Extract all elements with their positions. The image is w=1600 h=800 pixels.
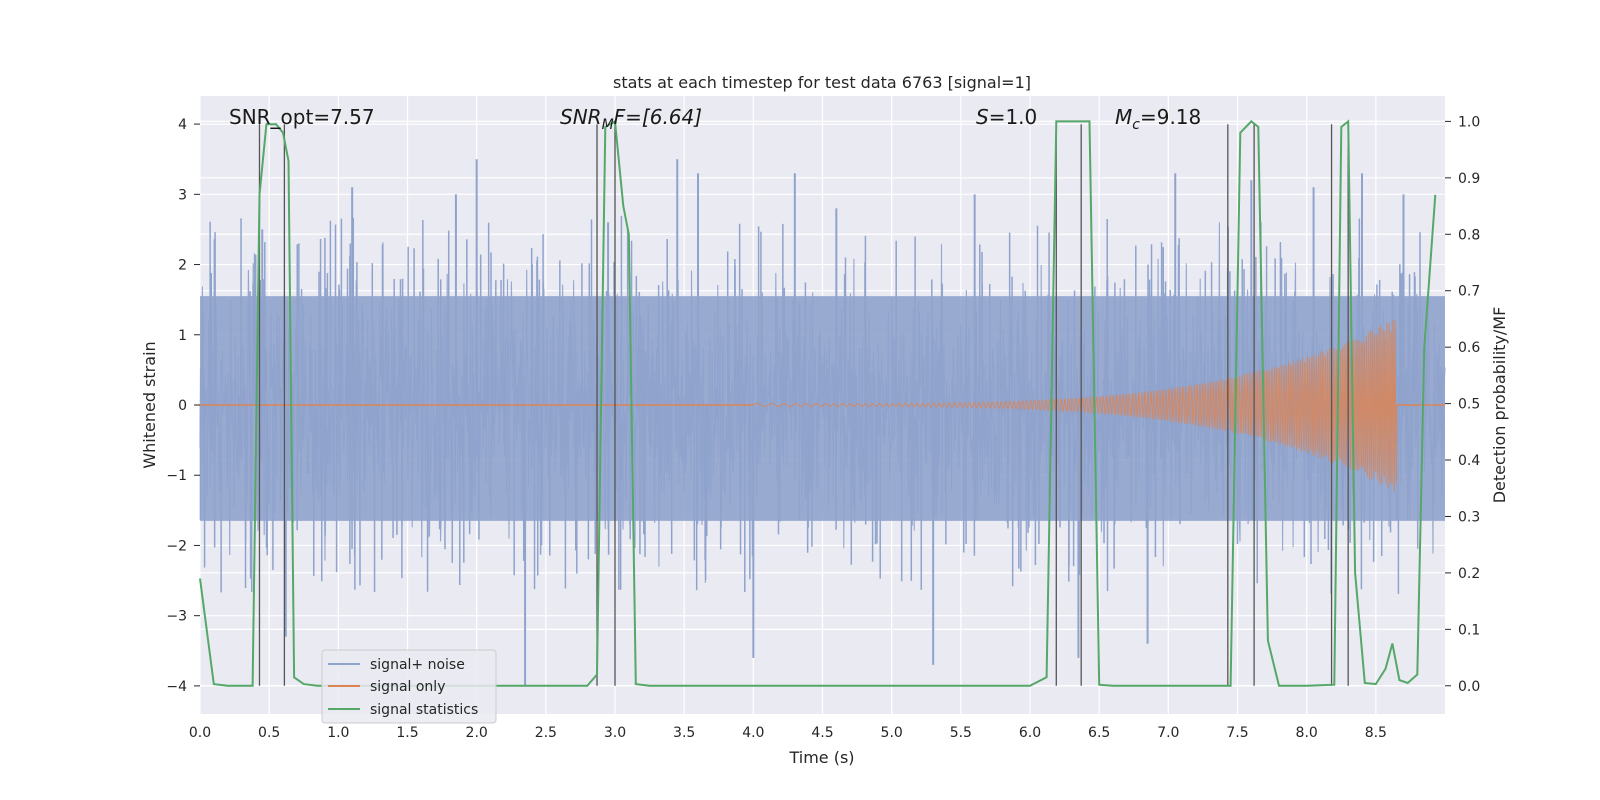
- annotation-snr-mf-symbol: SNR: [560, 105, 602, 129]
- y2-tick-label: 0.1: [1458, 622, 1480, 638]
- y2-tick-label: 0.7: [1458, 284, 1480, 300]
- y-tick-label: −4: [166, 679, 187, 695]
- annotation-mc-subscript: c: [1132, 117, 1140, 133]
- annotation-mc-value: =9.18: [1140, 105, 1201, 129]
- y-tick-label: −1: [166, 468, 187, 484]
- annotation-snr-opt: SNR_opt=7.57: [229, 105, 375, 129]
- x-tick-label: 7.5: [1226, 725, 1248, 741]
- y-tick-label: 2: [178, 258, 187, 274]
- annotation-snr-mf-subscript: M: [602, 117, 614, 133]
- y2-axis-label: Detection probability/MF: [1490, 307, 1509, 504]
- legend-label-signal-only: signal only: [370, 679, 445, 695]
- chart-title: stats at each timestep for test data 676…: [613, 73, 1031, 92]
- legend-box: [321, 649, 497, 724]
- annotation-s: S=1.0: [976, 105, 1037, 129]
- y2-tick-label: 0.2: [1458, 566, 1480, 582]
- annotation-s-symbol: S: [976, 105, 989, 129]
- series-signal-statistics: [199, 119, 1437, 687]
- x-tick-label: 2.0: [466, 725, 488, 741]
- x-tick-label: 2.5: [535, 725, 557, 741]
- y-tick-label: −2: [166, 538, 187, 554]
- y2-tick-label: 0.9: [1458, 171, 1480, 187]
- x-tick-label: 3.0: [604, 725, 626, 741]
- legend-label-signal-statistics: signal statistics: [370, 702, 478, 718]
- x-tick-label: 1.0: [327, 725, 349, 741]
- legend-label-signal-plus-noise: signal+ noise: [370, 657, 465, 673]
- x-tick-label: 3.5: [673, 725, 695, 741]
- annotation-mc-symbol: M: [1115, 105, 1132, 129]
- annotations: SNR_opt=7.57 SNRMF=[6.64] S=1.0 Mc=9.18: [229, 105, 1201, 133]
- y-tick-label: 4: [178, 117, 187, 133]
- x-tick-label: 4.0: [742, 725, 764, 741]
- y2-tick-label: 0.6: [1458, 340, 1480, 356]
- chirp-trace: [753, 320, 1398, 492]
- y-axis-label: Whitened strain: [140, 341, 159, 468]
- x-tick-label: 1.5: [396, 725, 418, 741]
- x-tick-label: 6.0: [1019, 725, 1041, 741]
- statistics-line: [199, 119, 1437, 687]
- y-tick-label: 1: [178, 328, 187, 344]
- annotation-s-value: =1.0: [989, 105, 1038, 129]
- x-tick-label: 5.0: [881, 725, 903, 741]
- x-tick-label: 4.5: [811, 725, 833, 741]
- tick-labels: 0.0 0.5 1.0 1.5 2.0 2.5 3.0 3.5 4.0 4.5 5.0 5.5 6.0 6…: [166, 114, 1480, 741]
- y2-tick-label: 0.5: [1458, 397, 1480, 413]
- y-tick-label: 0: [178, 398, 187, 414]
- x-tick-label: 0.0: [189, 725, 211, 741]
- x-tick-label: 5.5: [950, 725, 972, 741]
- x-tick-label: 8.0: [1296, 725, 1318, 741]
- vertical-markers: [258, 124, 1349, 686]
- x-tick-label: 7.0: [1157, 725, 1179, 741]
- y2-tick-label: 0.4: [1458, 453, 1480, 469]
- y2-tick-label: 0.0: [1458, 679, 1480, 695]
- x-tick-label: 8.5: [1365, 725, 1387, 741]
- y-tick-label: −3: [166, 609, 187, 625]
- x-tick-label: 0.5: [258, 725, 280, 741]
- legend: signal+ noise signal only signal statist…: [321, 649, 497, 724]
- annotation-mc: Mc=9.18: [1115, 105, 1201, 133]
- y2-tick-label: 0.8: [1458, 227, 1480, 243]
- y2-tick-label: 0.3: [1458, 509, 1480, 525]
- x-tick-label: 6.5: [1088, 725, 1110, 741]
- y-tick-label: 3: [178, 187, 187, 203]
- annotation-snr-mf-value: F=[6.64]: [614, 105, 702, 129]
- x-axis-label: Time (s): [788, 748, 854, 767]
- annotation-snr-mf: SNRMF=[6.64]: [560, 105, 702, 133]
- series-signal-only: [200, 320, 1445, 492]
- y2-tick-label: 1.0: [1458, 114, 1480, 130]
